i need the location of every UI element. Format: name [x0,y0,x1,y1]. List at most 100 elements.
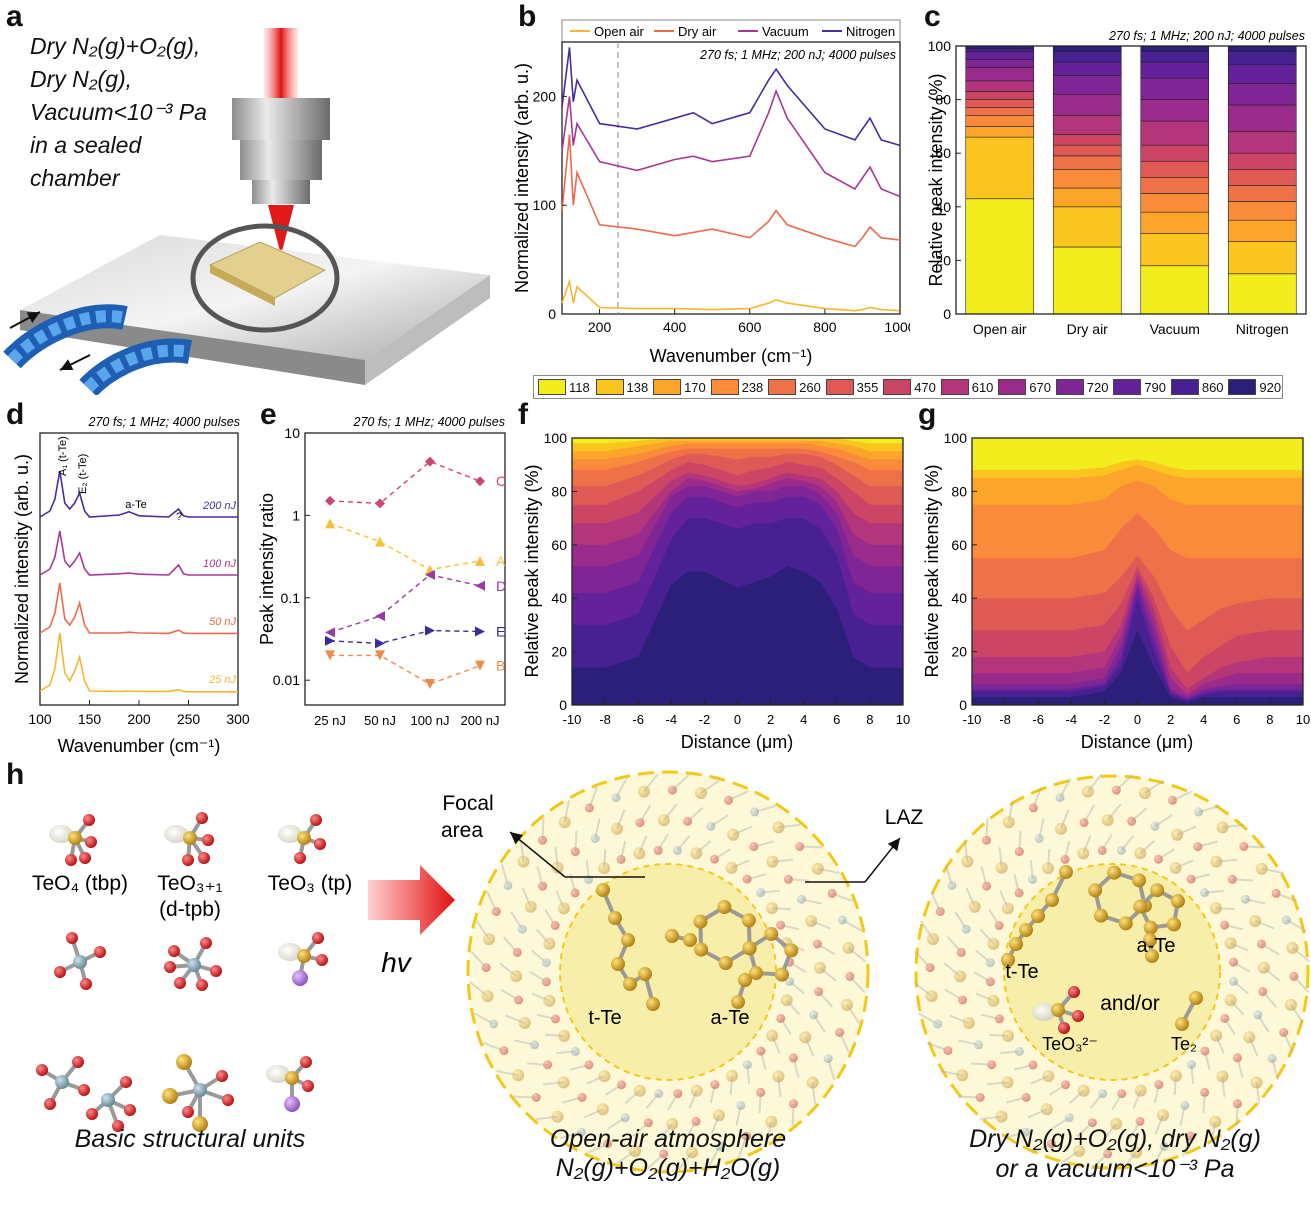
panel-label-a: a [6,0,23,33]
bar-segment-138 [1140,233,1210,267]
network-bond [944,988,964,1001]
te-atom [646,997,660,1011]
network-bond [709,1084,716,1104]
right-label-teo3: TeO₃²⁻ [1042,1034,1098,1054]
network-atom [806,1076,819,1089]
network-bond [531,949,548,964]
network-bond [1245,898,1266,905]
network-bond [1121,1151,1137,1171]
network-bond [1256,1014,1270,1033]
network-bond [759,1050,767,1070]
network-atom [1130,1146,1143,1159]
network-bond [643,773,659,793]
te-atom [731,995,745,1009]
network-bond [979,1115,1002,1121]
network-bond [500,988,520,1001]
network-atom [1002,1029,1015,1042]
bar-segment-260 [1052,155,1122,170]
bar-segment-138 [1227,241,1297,275]
network-bond [1115,774,1134,791]
focused-beam [268,205,294,255]
network-atom [584,803,594,813]
network-atom [725,1069,738,1082]
x-tick-label: 0 [1134,712,1141,727]
network-bond [603,849,607,869]
lone-pair [278,943,302,961]
series-label-D: D [496,578,506,594]
bar-segment-170 [1140,211,1210,234]
colorbar-item-355: 355 [822,379,880,395]
o-atom [1072,1010,1084,1022]
network-atom [691,1116,701,1126]
network-atom [1271,888,1281,898]
network-bond [789,961,807,973]
network-atom [543,994,556,1007]
y-tick-label: 40 [935,199,951,215]
ligand-atom [292,970,308,986]
network-bond [535,928,551,945]
network-bond [1216,858,1237,863]
focal-circle-right [1003,863,1221,1081]
legend-label: Dry air [678,24,717,39]
network-bond [616,1150,636,1165]
network-atom [543,1060,553,1070]
network-bond [527,1062,548,1066]
network-atom [987,994,1000,1007]
network-bond [588,786,598,809]
y-tick-label: 20 [951,644,967,660]
te-atom [1031,909,1045,923]
network-atom [750,807,760,817]
network-bond [980,866,988,887]
te-atom [1145,949,1159,963]
network-atom [686,1146,699,1159]
network-atom [1229,976,1239,986]
network-atom [742,874,752,884]
data-point [475,555,485,566]
colorbar-swatch [1170,379,1199,395]
chart-c-ylabel: Relative peak intensity (%) [926,73,946,286]
network-bond [1232,878,1253,882]
network-atom [517,924,527,934]
series-line-dry-air [561,134,901,248]
network-atom [514,995,524,1005]
x-tick-label: 6 [833,712,840,727]
panel-h-schematic: TeO₄ (tbp) TeO₃₊₁ (d-tpb) TeO₃ (tp) hv F… [32,770,1311,1174]
network-atom [633,847,646,860]
series-label-A: A [496,553,506,569]
laz-label: LAZ [885,806,924,829]
network-atom [925,963,935,973]
network-atom [706,821,716,831]
network-bond [949,1014,970,1024]
lone-pair [164,825,188,843]
network-atom [1253,1010,1263,1020]
network-atom [1081,785,1094,798]
network-bond [1254,920,1275,930]
chart-e: 270 fs; 1 MHz; 4000 pulses C AD E B 0.01 0.1 1… [257,415,506,728]
network-atom [710,854,719,864]
colorbar-item-138: 138 [592,379,650,395]
network-atom [1154,854,1163,864]
network-atom [1150,821,1160,831]
stage-plate-edge [20,310,365,385]
x-tick-label: 2 [1167,712,1174,727]
series-label-C: C [496,473,506,489]
network-atom [673,1089,683,1099]
network-bond [1202,1092,1206,1113]
bar-segment-238 [1227,201,1297,221]
y-tick-label: 80 [935,92,951,108]
network-atom [756,1087,766,1097]
network-bond [559,1131,582,1140]
network-bond [708,1145,721,1167]
network-atom [1220,920,1230,930]
network-bond [514,1039,535,1046]
network-atom [543,937,556,950]
network-bond [944,863,953,886]
network-atom [1055,822,1067,835]
network-bond [799,845,822,849]
ligand-atom [302,1080,314,1092]
ligand-atom [294,852,306,864]
network-bond [521,887,532,908]
network-bond [570,1063,590,1071]
bar-segment-920 [1227,45,1297,52]
hv-arrow [368,865,455,935]
